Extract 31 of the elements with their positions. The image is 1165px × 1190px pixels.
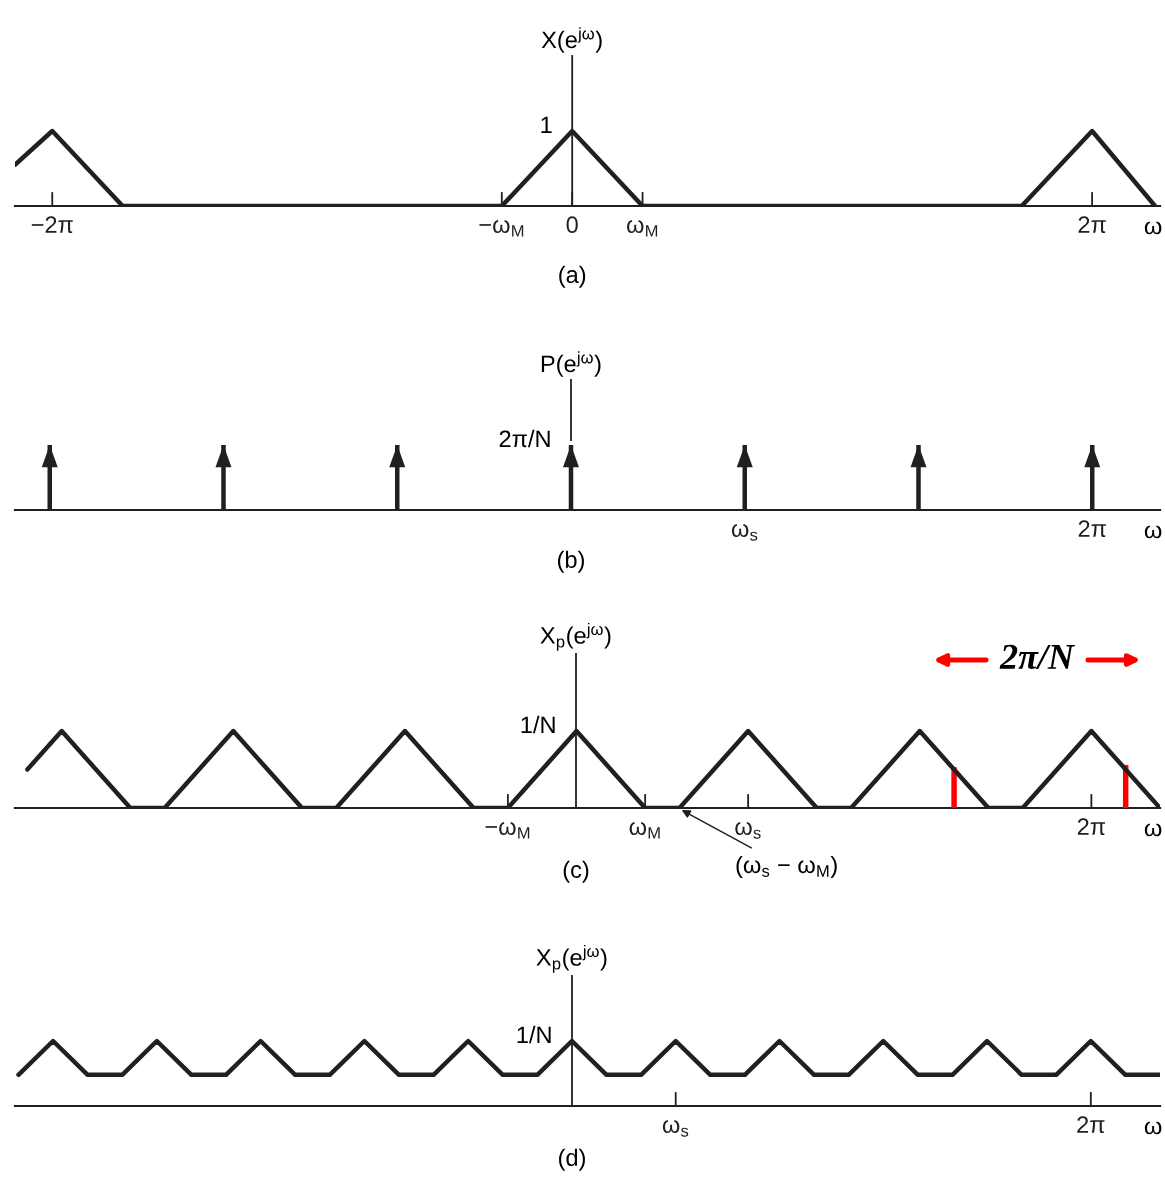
x-tick-label: ω$_{M}$ — [626, 220, 658, 237]
annotation: 2π/N — [499, 429, 550, 448]
annotation: 1/N — [521, 715, 555, 734]
x-tick-label: ω$_{M}$ — [629, 822, 660, 839]
x-tick-label: −2π — [31, 216, 73, 234]
text: (c) — [563, 860, 589, 883]
x-axis-title: ω — [1144, 525, 1162, 539]
x-axis-title: ω — [1144, 221, 1162, 235]
y-axis-title: X$_{p}$(e$^{jω}$) — [540, 622, 611, 651]
x-tick-label: 0 — [566, 216, 578, 234]
x-tick-label: −ω$_{M}$ — [479, 220, 524, 237]
x-axis-title: ω — [1144, 1121, 1162, 1135]
x-tick-label: 2π — [1078, 216, 1106, 234]
x-tick-label: ω$_{s}$ — [735, 822, 761, 839]
annotation: 1/N — [517, 1025, 551, 1044]
x-tick-label: 2π — [1077, 818, 1106, 836]
text: (b) — [558, 550, 584, 573]
text: (d) — [559, 1148, 585, 1171]
text: 2π/N — [999, 644, 1076, 670]
y-axis-title: X(e$^{jω}$) — [541, 27, 602, 53]
x-tick-label: ω$_{s}$ — [662, 1120, 689, 1137]
x-tick-label: ω$_{s}$ — [731, 524, 758, 541]
x-tick-label: 2π — [1078, 520, 1106, 538]
text: (ω$_{s}$ − ω$_{M}$) — [736, 855, 837, 878]
y-axis-title: X$_{p}$(e$^{jω}$) — [536, 944, 607, 973]
x-tick-label: −ω$_{M}$ — [485, 822, 530, 839]
x-axis-title: ω — [1144, 823, 1162, 837]
y-axis-title: P(e$^{jω}$) — [541, 351, 601, 377]
annotation: 1 — [541, 116, 552, 133]
x-tick-label: 2π — [1077, 1116, 1105, 1134]
text: (a) — [559, 265, 586, 288]
